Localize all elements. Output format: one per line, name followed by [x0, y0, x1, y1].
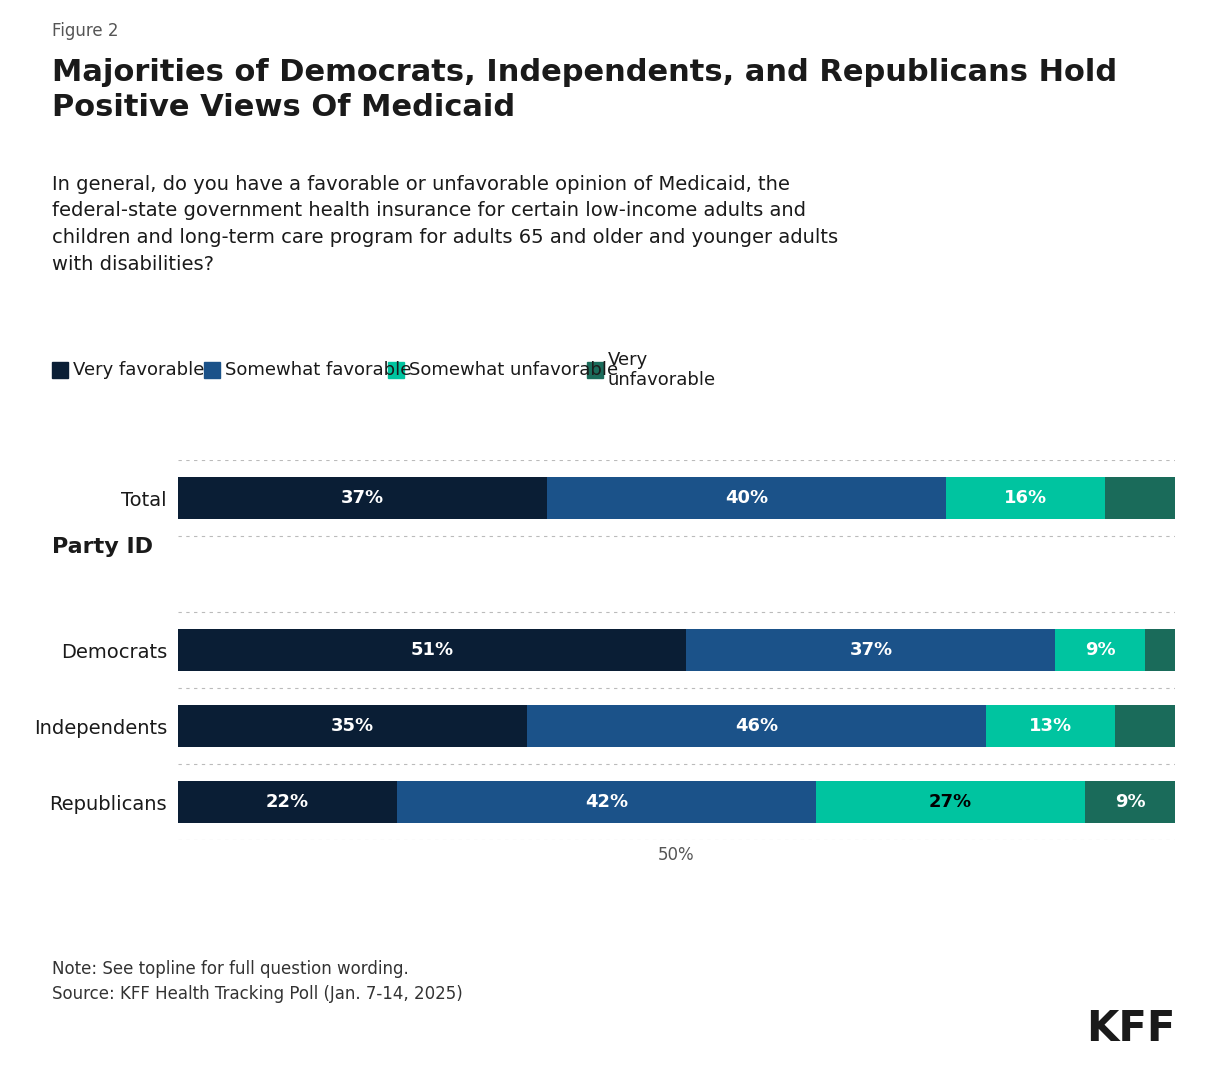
- Text: 27%: 27%: [930, 793, 972, 811]
- Text: 35%: 35%: [331, 717, 375, 735]
- Bar: [178, 705, 527, 747]
- Bar: [1086, 781, 1175, 823]
- Text: 16%: 16%: [1004, 489, 1047, 507]
- Text: Party ID: Party ID: [52, 538, 152, 557]
- Bar: [816, 781, 1086, 823]
- Text: Note: See topline for full question wording.: Note: See topline for full question word…: [52, 960, 409, 978]
- Text: KFF: KFF: [1086, 1008, 1175, 1050]
- Bar: [587, 362, 603, 378]
- Bar: [398, 781, 816, 823]
- Text: 37%: 37%: [849, 641, 893, 659]
- Text: 37%: 37%: [340, 489, 384, 507]
- Bar: [388, 362, 404, 378]
- Text: 9%: 9%: [1115, 793, 1146, 811]
- Text: 40%: 40%: [725, 489, 767, 507]
- Text: 9%: 9%: [1085, 641, 1115, 659]
- Bar: [52, 362, 68, 378]
- Bar: [178, 629, 687, 671]
- Text: Somewhat unfavorable: Somewhat unfavorable: [409, 361, 617, 379]
- Bar: [1146, 629, 1175, 671]
- Text: In general, do you have a favorable or unfavorable opinion of Medicaid, the
fede: In general, do you have a favorable or u…: [52, 175, 838, 274]
- Bar: [986, 705, 1115, 747]
- Text: Source: KFF Health Tracking Poll (Jan. 7-14, 2025): Source: KFF Health Tracking Poll (Jan. 7…: [52, 985, 462, 1003]
- Bar: [547, 477, 946, 519]
- Bar: [687, 629, 1055, 671]
- Text: Majorities of Democrats, Independents, and Republicans Hold
Positive Views Of Me: Majorities of Democrats, Independents, a…: [52, 58, 1118, 122]
- Text: 13%: 13%: [1028, 717, 1072, 735]
- Text: Figure 2: Figure 2: [52, 22, 118, 40]
- Text: Somewhat favorable: Somewhat favorable: [226, 361, 411, 379]
- Text: Very
unfavorable: Very unfavorable: [608, 351, 716, 390]
- Bar: [1115, 705, 1175, 747]
- Bar: [1105, 477, 1175, 519]
- Bar: [178, 477, 547, 519]
- Text: Very favorable: Very favorable: [73, 361, 205, 379]
- Bar: [1055, 629, 1146, 671]
- Text: 46%: 46%: [734, 717, 778, 735]
- Bar: [178, 781, 398, 823]
- Bar: [946, 477, 1105, 519]
- Text: 22%: 22%: [266, 793, 309, 811]
- Text: 51%: 51%: [411, 641, 454, 659]
- Bar: [527, 705, 986, 747]
- Bar: [204, 362, 220, 378]
- Text: 42%: 42%: [586, 793, 628, 811]
